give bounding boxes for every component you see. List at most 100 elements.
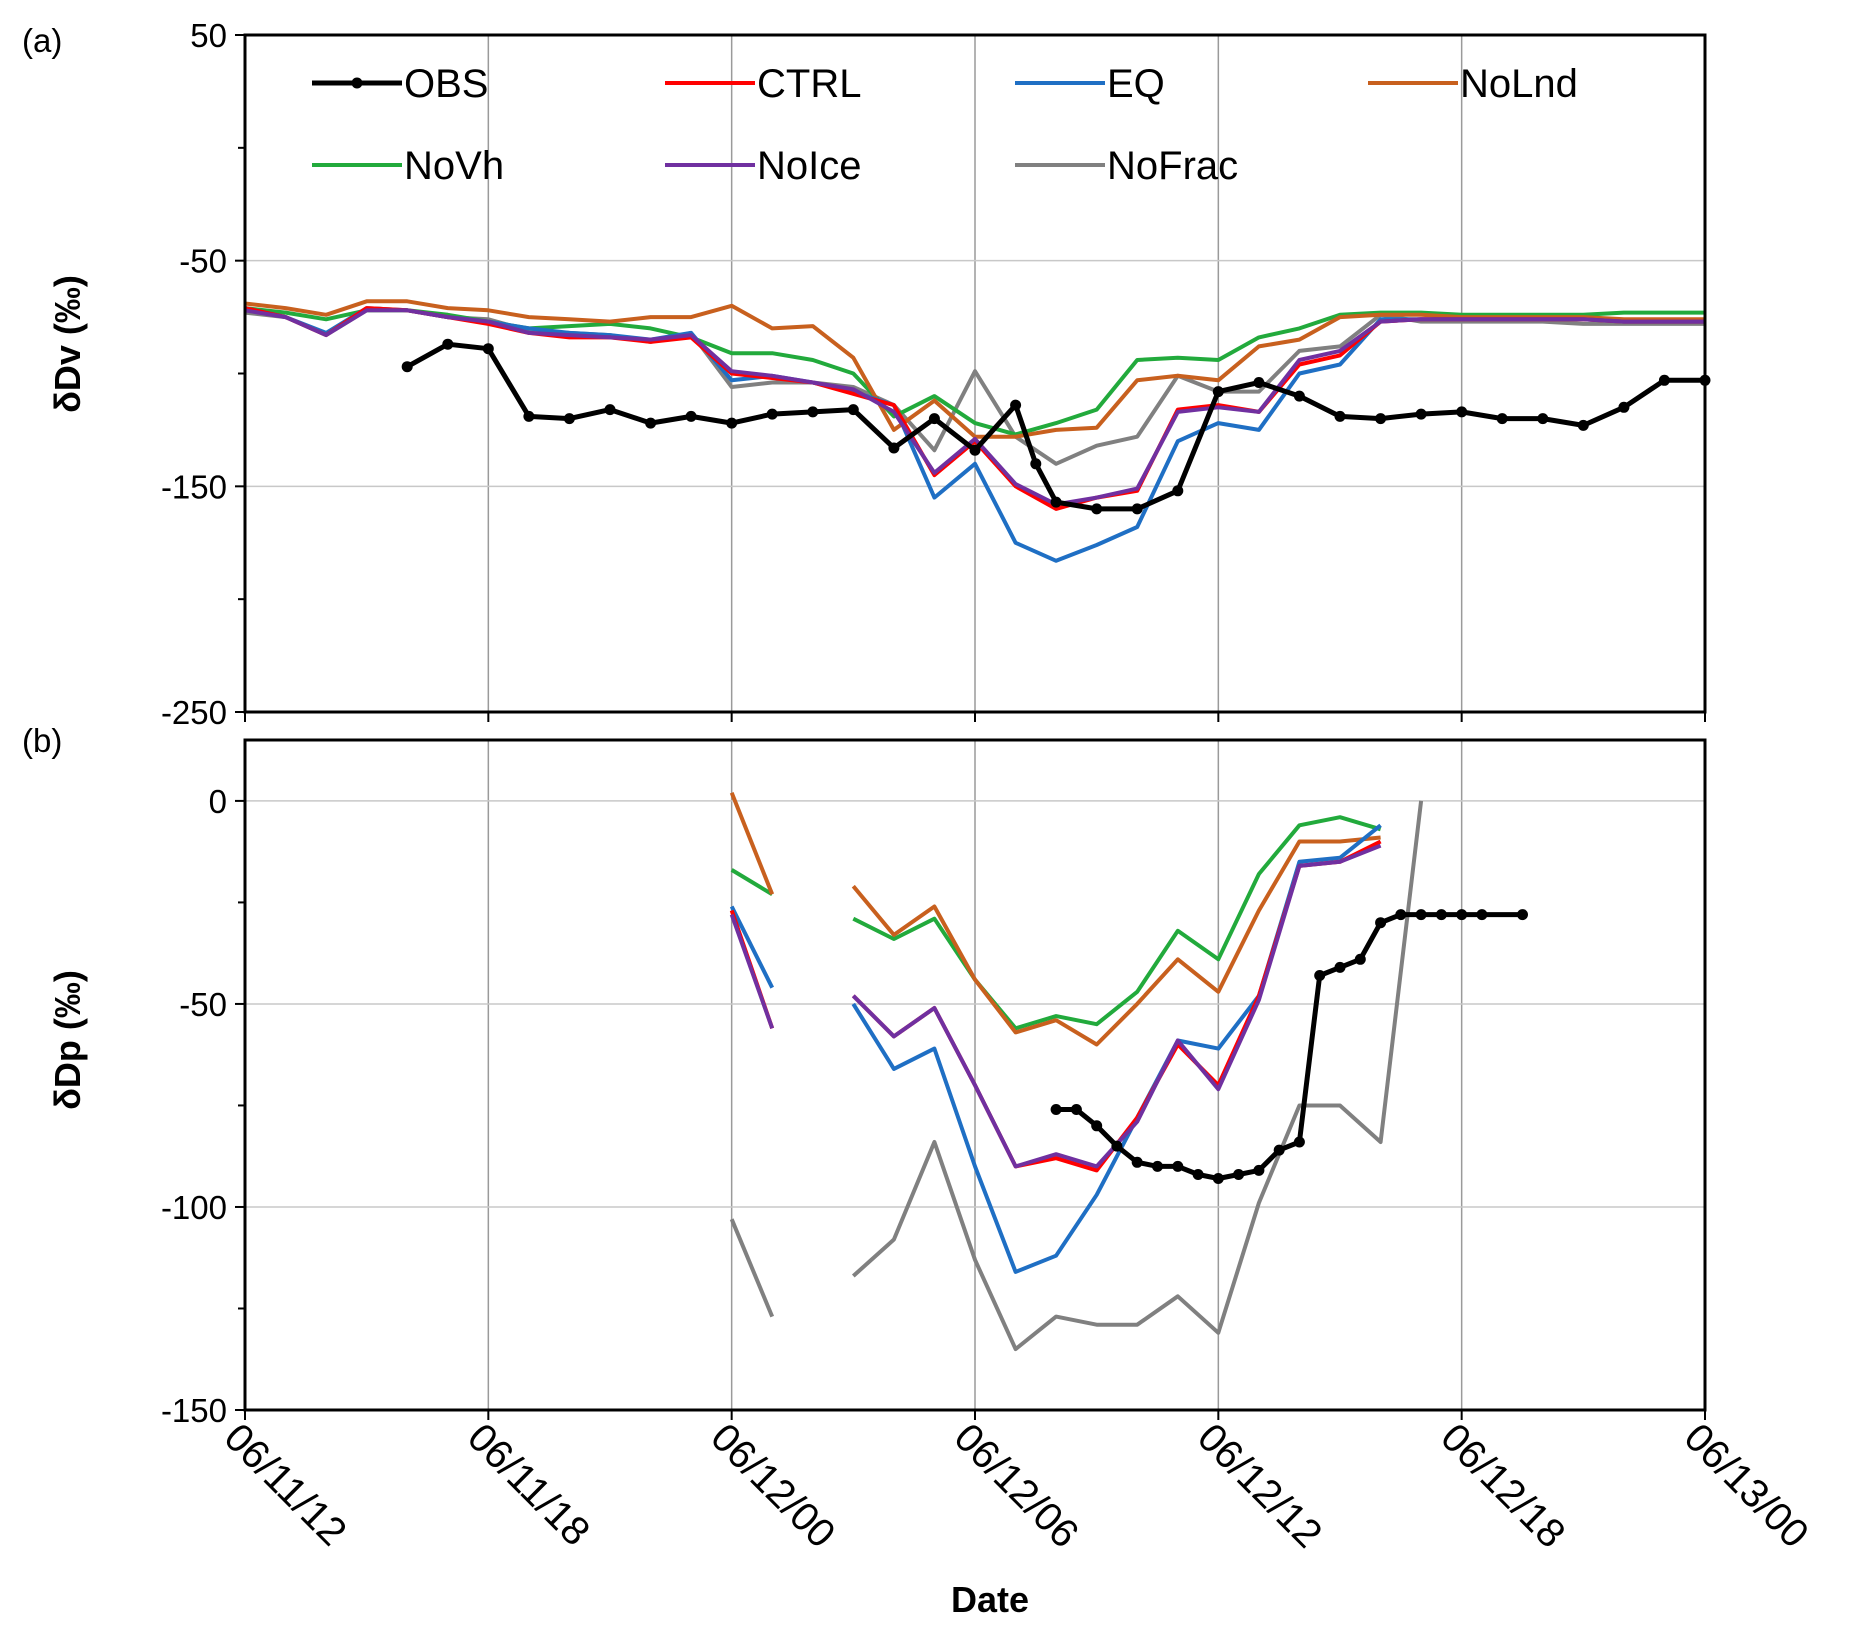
obs-point <box>928 413 940 425</box>
obs-point <box>1233 1169 1245 1180</box>
legend-label: EQ <box>1107 62 1165 106</box>
legend: OBS CTRL EQ NoLnd NoVh NoIce NoFrac <box>312 62 1578 188</box>
obs-point <box>1334 410 1346 422</box>
legend-marker <box>351 77 363 89</box>
obs-point <box>1273 1144 1285 1156</box>
obs-point <box>1192 1169 1204 1180</box>
panel-b: -150 -100 -50 0 (b) δDp (‰) <box>22 722 1707 1429</box>
legend-label: OBS <box>404 62 488 106</box>
obs-point <box>645 417 657 429</box>
legend-label: NoIce <box>757 144 862 188</box>
obs-point <box>1658 374 1670 386</box>
series-line-novh <box>730 868 774 897</box>
legend-entry-eq: EQ <box>1015 62 1165 106</box>
series-line-nofrac <box>729 1218 775 1318</box>
series-line-obs <box>405 341 1705 512</box>
obs-point <box>401 361 413 373</box>
legend-label: NoFrac <box>1107 144 1238 188</box>
obs-point <box>1050 1104 1062 1115</box>
legend-label: CTRL <box>757 62 861 106</box>
obs-point <box>1354 953 1366 965</box>
legend-entry-obs: OBS <box>312 62 488 106</box>
obs-point <box>1111 1140 1123 1152</box>
ticks-a: -250 -150 -50 50 <box>161 17 1706 731</box>
obs-point <box>1537 413 1549 425</box>
ylabel-a: δDv (‰) <box>47 275 88 413</box>
legend-entry-noice: NoIce <box>665 144 862 188</box>
obs-point <box>888 442 900 454</box>
obs-point <box>1577 419 1589 431</box>
obs-point <box>1415 408 1427 420</box>
obs-point <box>807 406 819 418</box>
obs-point <box>1435 909 1447 921</box>
obs-point <box>1456 406 1468 418</box>
obs-point <box>482 343 494 355</box>
grid-a <box>245 35 1705 712</box>
series-line-eq <box>729 905 774 989</box>
y-tick-label: 50 <box>190 17 227 54</box>
series-line-nolnd <box>851 835 1381 1047</box>
frame-a <box>243 33 1707 714</box>
y-tick-label: -100 <box>161 1189 227 1226</box>
series-obs <box>401 338 1711 515</box>
obs-point <box>1010 399 1022 411</box>
series-line-nofrac <box>851 800 1424 1352</box>
obs-point <box>1314 970 1326 981</box>
panel-a: -250 -150 -50 50 (a) δDv (‰) OBS CTRL EQ NoLnd… <box>22 17 1711 731</box>
legend-entry-novh: NoVh <box>312 144 504 188</box>
obs-point <box>1293 1136 1305 1148</box>
obs-point <box>1131 503 1143 515</box>
series-line-novh <box>852 815 1382 1031</box>
obs-point <box>1030 458 1042 470</box>
series-nofrac <box>729 800 1424 1352</box>
series-a <box>244 299 1711 563</box>
legend-entry-ctrl: CTRL <box>665 62 861 106</box>
series-nofrac <box>244 308 1705 466</box>
frame-b <box>243 738 1707 1412</box>
obs-point <box>604 404 616 416</box>
ticks-b: -150 -100 -50 0 <box>161 783 1706 1429</box>
legend-entry-nolnd: NoLnd <box>1368 62 1578 106</box>
series-line-noice <box>729 913 775 1029</box>
series-line-nolnd <box>244 299 1705 439</box>
obs-point <box>847 404 859 416</box>
obs-point <box>1172 485 1184 497</box>
grid-b <box>245 740 1705 1410</box>
obs-point <box>523 410 535 422</box>
series-line-noice <box>244 308 1705 507</box>
obs-point <box>1375 413 1387 425</box>
legend-label: NoVh <box>404 144 504 188</box>
series-nolnd <box>729 792 1381 1047</box>
obs-point <box>1091 1120 1103 1132</box>
y-tick-label: -250 <box>161 694 227 731</box>
obs-point <box>1253 377 1265 388</box>
obs-point <box>442 338 454 350</box>
series-obs <box>1050 909 1528 1184</box>
obs-point <box>1375 917 1387 929</box>
legend-label: NoLnd <box>1460 62 1578 106</box>
obs-point <box>1334 961 1346 973</box>
xlabel: Date <box>951 1579 1029 1620</box>
obs-point <box>1212 1173 1224 1184</box>
y-tick-label: -150 <box>161 1392 227 1429</box>
y-tick-label: 0 <box>209 783 227 820</box>
obs-point <box>1050 496 1062 508</box>
legend-entry-nofrac: NoFrac <box>1015 144 1238 188</box>
y-tick-label: -50 <box>179 986 227 1023</box>
obs-point <box>563 413 575 425</box>
panel-label-b: (b) <box>22 722 62 759</box>
obs-point <box>1415 909 1427 921</box>
series-novh <box>730 815 1382 1031</box>
series-noice <box>244 308 1705 507</box>
series-line-nolnd <box>729 792 775 896</box>
obs-point <box>726 417 738 429</box>
obs-point <box>1395 909 1407 921</box>
obs-point <box>1496 413 1508 425</box>
obs-point <box>1456 909 1468 921</box>
obs-point <box>969 444 981 456</box>
obs-point <box>1618 401 1630 413</box>
series-nolnd <box>244 299 1705 439</box>
obs-point <box>1517 909 1528 921</box>
